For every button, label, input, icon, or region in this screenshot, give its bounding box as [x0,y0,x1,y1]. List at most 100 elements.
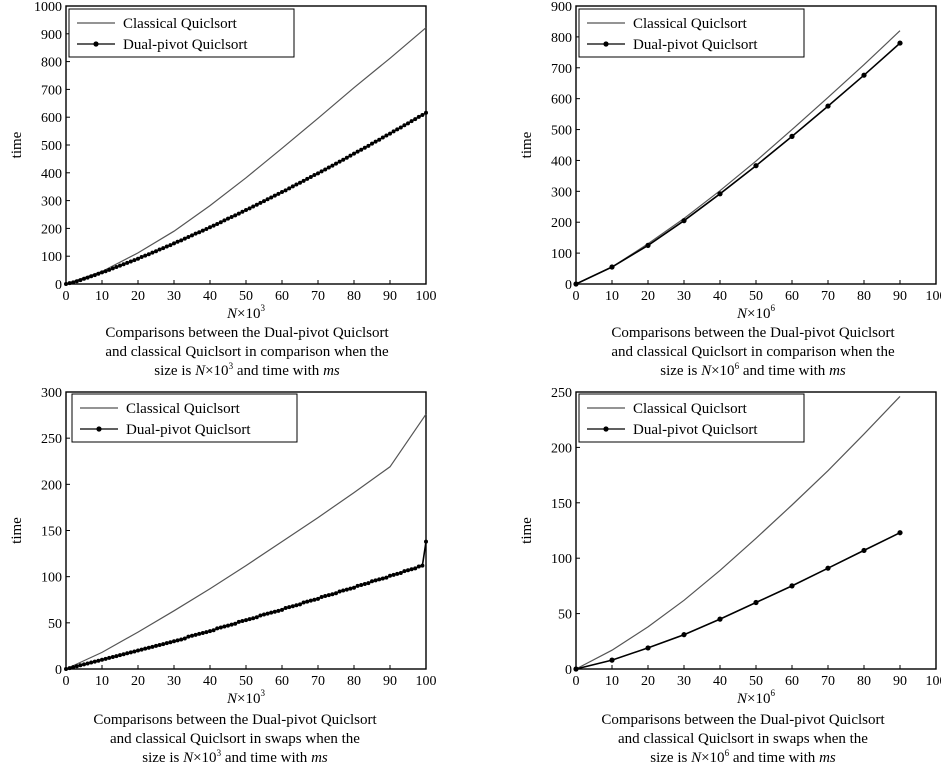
data-point [78,278,82,282]
data-point [323,594,327,598]
data-point [132,258,136,262]
data-point [129,259,133,263]
data-point [338,589,342,593]
y-tick-label: 1000 [34,0,62,15]
x-tick-label: 90 [893,289,907,304]
data-point [186,635,190,639]
data-point [100,658,104,662]
x-tick-label: 80 [347,674,361,689]
data-point [388,132,392,136]
legend-entry: Dual-pivot Quiclsort [633,37,758,53]
data-point [179,637,183,641]
caption-line-1: Comparisons between the Dual-pivot Quicl… [543,324,941,343]
data-point [348,154,352,158]
data-point [320,169,324,173]
data-point [363,146,367,150]
y-tick-label: 150 [551,497,572,512]
data-point [64,282,68,286]
data-point [287,605,291,609]
data-point [262,613,266,617]
data-point [248,617,252,621]
caption-line-1: Comparisons between the Dual-pivot Quicl… [533,711,941,730]
data-point [681,218,686,223]
data-point [352,586,356,590]
data-point [370,579,374,583]
x-tick-label: 60 [785,674,799,689]
data-point [208,225,212,229]
data-point [609,264,614,269]
data-point [312,173,316,177]
x-tick-label: 70 [821,674,835,689]
data-point [248,206,252,210]
x-tick-label: 80 [347,289,361,304]
x-tick-label: 40 [203,289,217,304]
data-point [276,609,280,613]
data-point [75,664,79,668]
data-point [327,166,331,170]
data-point [194,232,198,236]
data-point [352,152,356,156]
data-point [258,201,262,205]
legend-entry: Classical Quiclsort [126,401,241,417]
y-tick-label: 600 [551,93,572,108]
data-point [233,622,237,626]
data-point [172,639,176,643]
caption-line-2: and classical Quiclsort in swaps when th… [25,730,445,749]
data-point [244,618,248,622]
data-point [399,125,403,129]
data-point [104,657,108,661]
data-point [204,227,208,231]
y-axis-label: time [9,517,25,544]
data-point [136,649,140,653]
data-point [276,192,280,196]
data-point [176,240,180,244]
data-point [366,581,370,585]
series-line-dual-pivot [576,533,900,669]
data-point [176,638,180,642]
x-tick-label: 60 [275,674,289,689]
x-tick-label: 30 [677,674,691,689]
data-point [222,218,226,222]
y-tick-label: 400 [551,154,572,169]
data-point [179,238,183,242]
data-point [107,268,111,272]
x-tick-label: 60 [785,289,799,304]
data-point [406,121,410,125]
data-point [262,199,266,203]
series-line-dual-pivot [576,43,900,284]
y-axis-label: time [519,131,535,158]
data-point [201,631,205,635]
x-tick-label: 40 [203,674,217,689]
legend-entry: Dual-pivot Quiclsort [633,422,758,438]
data-point [388,574,392,578]
data-point [89,274,93,278]
data-point [399,571,403,575]
y-tick-label: 0 [55,278,62,293]
data-point [413,117,417,121]
series-line-dual-pivot [66,113,426,284]
data-point [111,655,115,659]
y-tick-label: 800 [41,56,62,71]
data-point [107,656,111,660]
data-point [165,244,169,248]
data-point [291,184,295,188]
data-point [717,617,722,622]
legend-swatch-marker [603,41,608,46]
data-point [150,251,154,255]
data-point [71,280,75,284]
data-point [370,142,374,146]
data-point [204,630,208,634]
x-tick-label: 80 [857,289,871,304]
data-point [320,595,324,599]
data-point [172,241,176,245]
x-tick-label: 70 [311,674,325,689]
x-tick-label: 50 [749,289,763,304]
data-point [226,624,230,628]
y-tick-label: 300 [41,195,62,210]
data-point [237,620,241,624]
data-point [356,150,360,154]
x-tick-label: 100 [926,289,941,304]
x-tick-label: 70 [821,289,835,304]
data-point [266,612,270,616]
